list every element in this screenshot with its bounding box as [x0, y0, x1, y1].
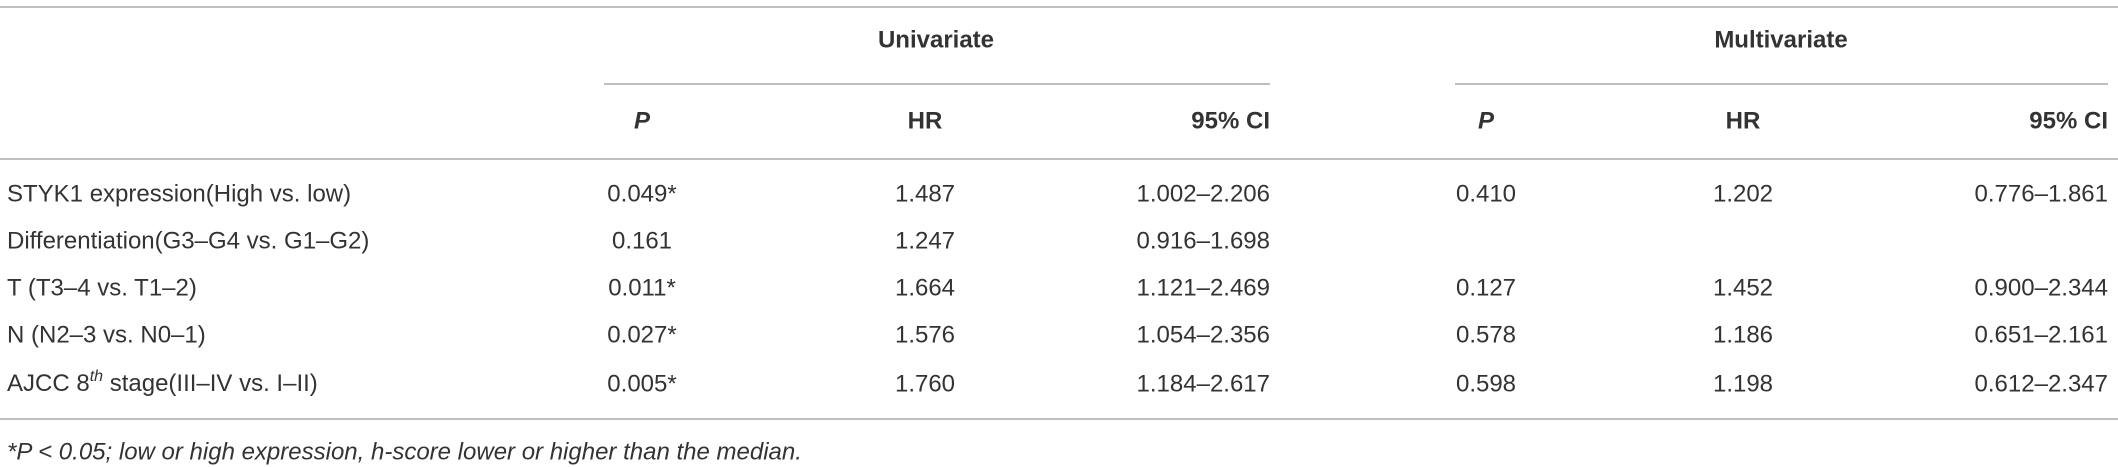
row-label: N (N2–3 vs. N0–1) — [7, 321, 206, 348]
cell: 0.005* — [607, 370, 676, 397]
footnote: *P < 0.05; low or high expression, h-sco… — [7, 438, 802, 465]
cell: 1.121–2.469 — [1137, 274, 1270, 301]
cell: 0.612–2.347 — [1975, 370, 2108, 397]
cell: 1.247 — [895, 227, 955, 254]
row-label: AJCC 8th stage(III–IV vs. I–II) — [7, 368, 318, 398]
cell: 1.452 — [1713, 274, 1773, 301]
cell: 1.664 — [895, 274, 955, 301]
cell: 1.184–2.617 — [1137, 370, 1270, 397]
row-label: T (T3–4 vs. T1–2) — [7, 274, 197, 301]
cell: 0.027* — [607, 321, 676, 348]
cell: 0.916–1.698 — [1137, 227, 1270, 254]
cell: 1.576 — [895, 321, 955, 348]
column-header: 95% CI — [2029, 107, 2108, 134]
column-header: P — [1478, 107, 1495, 134]
cell: 0.900–2.344 — [1975, 274, 2108, 301]
column-header: 95% CI — [1191, 107, 1270, 134]
row-label: STYK1 expression(High vs. low) — [7, 180, 351, 207]
cell: 1.186 — [1713, 321, 1773, 348]
cell: 1.760 — [895, 370, 955, 397]
cell: 0.161 — [612, 227, 672, 254]
cell: 0.651–2.161 — [1975, 321, 2108, 348]
row-label: Differentiation(G3–G4 vs. G1–G2) — [7, 227, 369, 254]
cell: 0.011* — [608, 274, 676, 301]
cell: 0.127 — [1456, 274, 1516, 301]
cell: 1.202 — [1713, 180, 1773, 207]
cell: 1.054–2.356 — [1137, 321, 1270, 348]
cell: 1.198 — [1713, 370, 1773, 397]
cell: 0.049* — [607, 180, 676, 207]
cell: 0.578 — [1456, 321, 1516, 348]
column-header: P — [634, 107, 651, 134]
cell: 0.410 — [1456, 180, 1516, 207]
cell: 1.002–2.206 — [1137, 180, 1270, 207]
label-part: AJCC 8 — [7, 370, 90, 397]
column-header: HR — [1726, 107, 1761, 134]
cell: 1.487 — [895, 180, 955, 207]
group-header: Multivariate — [1714, 26, 1847, 53]
group-header: Univariate — [878, 26, 994, 53]
column-header: HR — [908, 107, 943, 134]
label-part: th — [90, 368, 103, 385]
cell: 0.598 — [1456, 370, 1516, 397]
label-part: stage(III–IV vs. I–II) — [103, 370, 318, 397]
cell: 0.776–1.861 — [1975, 180, 2108, 207]
